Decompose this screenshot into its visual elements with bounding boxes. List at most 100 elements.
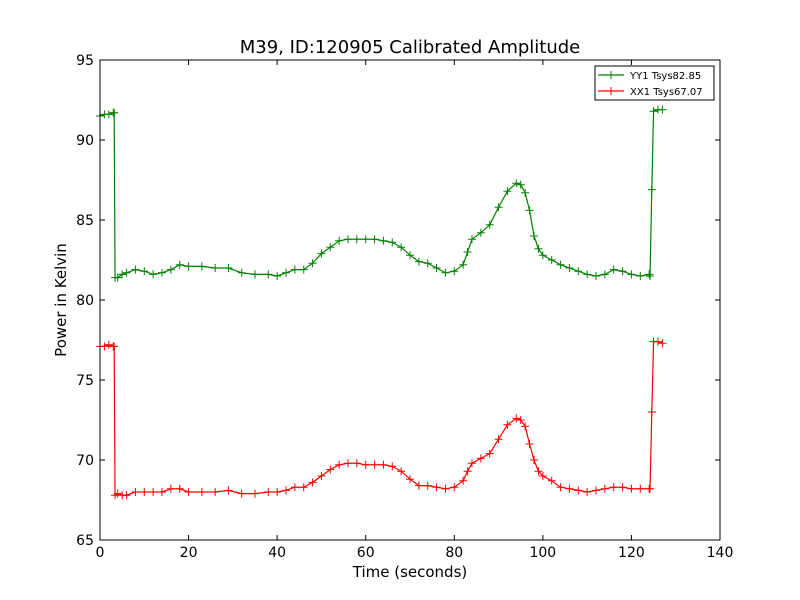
data-point	[113, 273, 122, 282]
data-point	[574, 267, 583, 276]
data-point	[251, 489, 259, 498]
x-tick-label: 80	[445, 545, 463, 561]
plot-area	[96, 59, 721, 541]
data-point	[100, 342, 109, 351]
data-point	[308, 259, 317, 268]
data-point	[211, 264, 220, 272]
data-point	[647, 408, 656, 416]
data-point	[646, 272, 655, 280]
data-point	[149, 488, 158, 496]
data-point	[476, 228, 485, 237]
data-point	[335, 460, 344, 469]
x-tick-label: 60	[357, 545, 375, 561]
data-point	[388, 462, 397, 471]
data-point	[450, 483, 459, 492]
data-point	[609, 483, 618, 492]
data-point	[113, 489, 122, 498]
series-1	[96, 337, 667, 500]
x-tick-label: 20	[180, 545, 198, 561]
data-point	[516, 180, 525, 189]
legend-box	[594, 65, 715, 101]
data-point	[649, 107, 658, 116]
data-point	[609, 265, 618, 274]
data-point	[104, 110, 113, 119]
data-point	[414, 257, 423, 266]
data-point	[299, 265, 308, 274]
data-point	[583, 488, 592, 496]
data-point	[503, 420, 512, 429]
data-point	[645, 270, 654, 279]
data-point	[583, 270, 592, 279]
data-point	[658, 339, 667, 348]
data-point	[175, 260, 184, 269]
data-point	[140, 488, 149, 496]
data-point	[538, 472, 547, 480]
data-point	[166, 484, 175, 493]
data-point	[521, 422, 530, 431]
data-point	[516, 416, 525, 424]
data-point	[494, 435, 503, 444]
data-point	[197, 488, 206, 496]
data-point	[326, 243, 335, 252]
data-point	[468, 235, 476, 244]
data-point	[264, 270, 273, 279]
data-point	[273, 272, 282, 280]
data-point	[565, 264, 574, 272]
data-point	[485, 220, 494, 229]
data-point	[237, 489, 246, 498]
data-point	[636, 272, 645, 280]
data-point	[503, 187, 512, 196]
data-point	[379, 460, 388, 469]
data-point	[131, 265, 140, 274]
data-point	[370, 460, 379, 469]
axis-ticks: 0 20 40 60 80 100 120 140 65 70 75 80 85 90 95	[76, 53, 733, 561]
data-point	[264, 488, 273, 496]
legend-label: YY1 Tsys82.85	[629, 71, 701, 82]
data-point	[414, 481, 423, 490]
data-point	[463, 248, 472, 256]
data-point	[184, 262, 193, 271]
legend-entry-1: XX1 Tsys67.07	[598, 87, 703, 98]
data-point	[317, 249, 326, 258]
series-0	[96, 105, 667, 282]
data-point	[290, 483, 299, 492]
data-point	[432, 264, 441, 272]
data-point	[317, 472, 326, 480]
data-point	[459, 476, 468, 485]
data-point	[131, 488, 140, 496]
data-point	[592, 486, 600, 495]
legend-entry-0: YY1 Tsys82.85	[598, 71, 701, 82]
data-point	[224, 486, 233, 495]
data-point	[308, 478, 317, 487]
data-point	[534, 244, 543, 253]
data-point	[654, 337, 662, 346]
data-point	[335, 236, 344, 245]
data-point	[166, 265, 175, 274]
x-tick-label: 100	[529, 545, 556, 561]
chart-title: M39, ID:120905 Calibrated Amplitude	[240, 37, 581, 58]
data-point	[565, 484, 574, 493]
y-tick-label: 90	[76, 133, 94, 149]
data-point	[618, 483, 627, 492]
data-point	[158, 268, 166, 277]
y-tick-label: 80	[76, 293, 94, 309]
legend-swatch-marker	[607, 71, 615, 79]
data-point	[423, 481, 432, 490]
data-point	[658, 105, 667, 114]
data-point	[224, 264, 233, 272]
data-point	[344, 459, 352, 468]
y-tick-label: 85	[76, 213, 94, 229]
legend-label: XX1 Tsys67.07	[630, 87, 703, 98]
data-point	[251, 270, 259, 279]
data-point	[344, 235, 352, 244]
data-point	[110, 342, 119, 351]
data-point	[538, 251, 547, 260]
data-point	[388, 238, 397, 247]
data-point	[547, 476, 556, 485]
data-point	[646, 484, 655, 493]
data-point	[406, 475, 414, 484]
y-tick-label: 75	[76, 373, 94, 389]
data-point	[282, 268, 290, 277]
data-point	[647, 185, 656, 194]
